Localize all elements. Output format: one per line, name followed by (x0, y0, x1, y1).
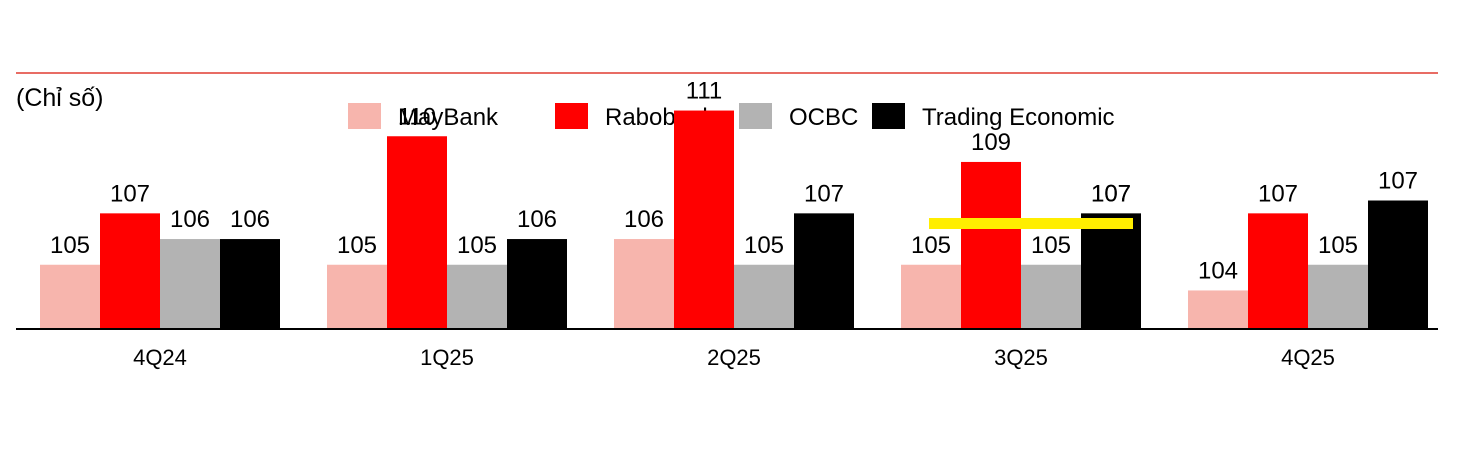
bar-trading-economic-2q25 (794, 213, 854, 329)
bar-ocbc-1q25 (447, 264, 507, 329)
category-label-4q24: 4Q24 (133, 345, 187, 370)
bar-trading-economic-4q25 (1368, 200, 1428, 329)
legend-swatch-ocbc (739, 103, 772, 129)
data-label-ocbc-1q25: 105 (457, 232, 497, 259)
data-label-ocbc-3q25: 105 (1031, 232, 1071, 259)
category-label-3q25: 3Q25 (994, 345, 1048, 370)
highlight-marker-3q25 (929, 218, 1133, 229)
legend-label-maybank: MayBank (398, 104, 499, 131)
category-label-4q25: 4Q25 (1281, 345, 1335, 370)
data-label-rabobank-3q25: 109 (971, 129, 1011, 156)
bar-ocbc-4q25 (1308, 264, 1368, 329)
category-label-1q25: 1Q25 (420, 345, 474, 370)
legend-label-trading-economic: Trading Economic (922, 104, 1115, 131)
data-label-ocbc-4q24: 106 (170, 206, 210, 233)
data-label-ocbc-2q25: 105 (744, 232, 784, 259)
data-label-trading-economic-3q25: 107 (1091, 180, 1131, 207)
legend-swatch-trading-economic (872, 103, 905, 129)
data-label-maybank-3q25: 105 (911, 232, 951, 259)
data-label-rabobank-4q24: 107 (110, 180, 150, 207)
data-label-trading-economic-4q24: 106 (230, 206, 270, 233)
bar-maybank-3q25 (901, 264, 961, 329)
legend-label-ocbc: OCBC (789, 104, 858, 131)
bar-maybank-4q24 (40, 264, 100, 329)
data-label-trading-economic-4q25: 107 (1378, 168, 1418, 195)
bar-trading-economic-1q25 (507, 239, 567, 329)
bar-ocbc-2q25 (734, 264, 794, 329)
category-label-2q25: 2Q25 (707, 345, 761, 370)
data-label-rabobank-2q25: 111 (686, 78, 722, 105)
data-label-maybank-4q24: 105 (50, 232, 90, 259)
bar-rabobank-2q25 (674, 110, 734, 329)
data-label-trading-economic-2q25: 107 (804, 180, 844, 207)
bar-rabobank-1q25 (387, 136, 447, 329)
data-label-maybank-2q25: 106 (624, 206, 664, 233)
data-label-rabobank-1q25: 110 (398, 103, 436, 130)
unit-label: (Chỉ số) (16, 84, 104, 112)
bar-rabobank-4q25 (1248, 213, 1308, 329)
bar-rabobank-3q25 (961, 161, 1021, 329)
bar-ocbc-4q24 (160, 239, 220, 329)
data-label-maybank-1q25: 105 (337, 232, 377, 259)
legend-swatch-rabobank (555, 103, 588, 129)
bar-trading-economic-3q25 (1081, 213, 1141, 329)
bar-maybank-4q25 (1188, 290, 1248, 329)
bar-ocbc-3q25 (1021, 264, 1081, 329)
bar-trading-economic-4q24 (220, 239, 280, 329)
data-label-ocbc-4q25: 105 (1318, 232, 1358, 259)
data-label-overlay-trading-economic-3q25: 107 (1091, 180, 1131, 207)
data-label-rabobank-4q25: 107 (1258, 180, 1298, 207)
data-label-trading-economic-1q25: 106 (517, 206, 557, 233)
bar-rabobank-4q24 (100, 213, 160, 329)
data-label-maybank-4q25: 104 (1198, 257, 1238, 284)
bar-maybank-1q25 (327, 264, 387, 329)
legend-swatch-maybank (348, 103, 381, 129)
bar-maybank-2q25 (614, 239, 674, 329)
